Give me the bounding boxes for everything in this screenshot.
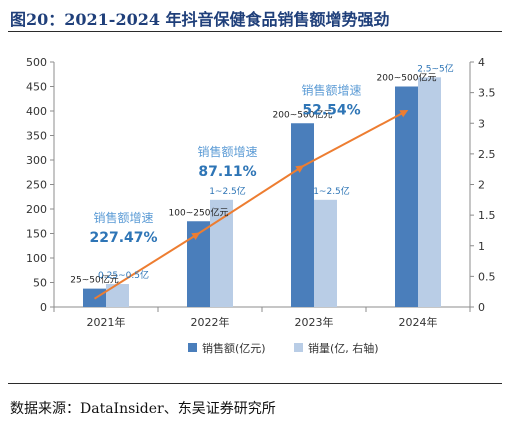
left-tick-label: 450 [26,81,47,94]
trend-arrow [302,110,409,168]
growth-caption: 销售额增速 [197,144,257,159]
right-tick-label: 0.5 [478,270,496,283]
x-tick-label: 2021年 [87,315,126,329]
legend-swatch [188,343,197,352]
sales-bar [395,86,418,307]
growth-caption: 销售额增速 [93,210,153,225]
growth-value: 52.54% [302,103,360,119]
trend-arrow [197,165,305,235]
volume-bar [210,199,233,307]
volume-bar [106,284,129,307]
x-tick-label: 2022年 [191,315,230,329]
left-tick-label: 150 [26,228,47,241]
left-tick-label: 400 [26,105,47,118]
legend-label: 销量(亿, 右轴) [308,341,379,355]
trend-arrow [93,232,201,300]
bottom-rule [8,383,502,384]
growth-caption: 销售额增速 [301,83,361,98]
sales-data-label: 200~500亿元 [377,72,437,84]
right-tick-label: 3 [478,117,485,130]
right-tick-label: 2.5 [478,148,496,161]
volume-data-label: 1~2.5亿 [313,185,350,197]
right-tick-label: 2 [478,179,485,192]
left-tick-label: 350 [26,130,47,143]
right-tick-label: 1.5 [478,209,496,222]
legend-label: 销售额(亿元) [202,341,266,355]
sales-bar [187,221,210,307]
top-rule [8,31,502,32]
source-note: 数据来源：DataInsider、东吴证券研究所 [10,401,276,417]
left-tick-label: 200 [26,203,47,216]
volume-data-label: 0.25~0.5亿 [98,269,149,281]
left-tick-label: 500 [26,56,47,69]
x-tick-label: 2023年 [295,315,334,329]
sales-data-label: 25~50亿元 [70,274,118,286]
right-tick-label: 1 [478,240,485,253]
sales-data-label: 200~500亿元 [273,108,333,120]
right-tick-label: 0 [478,301,485,314]
left-tick-label: 100 [26,252,47,265]
growth-value: 87.11% [198,164,256,180]
growth-value: 227.47% [89,230,157,246]
sales-data-label: 100~250亿元 [169,206,229,218]
legend-swatch [294,343,303,352]
volume-bar [418,77,441,307]
volume-bar [314,199,337,307]
right-tick-label: 3.5 [478,87,496,100]
left-tick-label: 0 [40,301,47,314]
volume-data-label: 1~2.5亿 [209,185,246,197]
sales-bar [291,123,314,307]
right-tick-label: 4 [478,56,485,69]
x-tick-label: 2024年 [399,315,438,329]
left-tick-label: 300 [26,154,47,167]
left-tick-label: 50 [33,277,47,290]
figure-title: 图20：2021-2024 年抖音保健食品销售额增势强劲 [10,10,390,29]
left-tick-label: 250 [26,179,47,192]
volume-data-label: 2.5~5亿 [417,62,454,74]
